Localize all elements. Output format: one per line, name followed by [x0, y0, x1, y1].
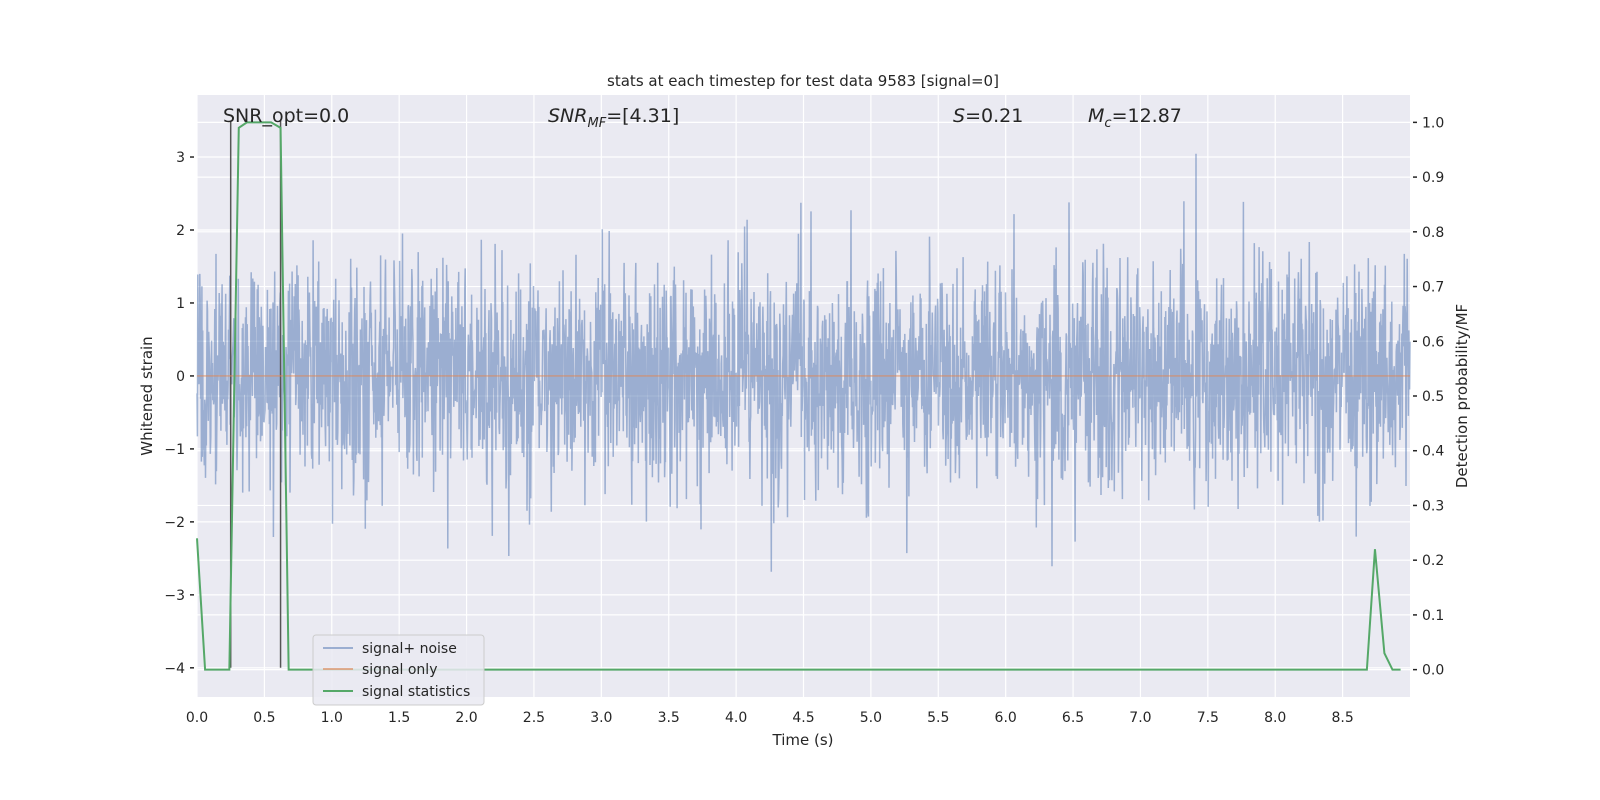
y-right-tick-label: 0.0 — [1422, 663, 1444, 679]
y-axis-label: Whitened strain — [138, 336, 156, 455]
y-right-tick-label: 0.7 — [1422, 280, 1444, 296]
y-tick-label: −3 — [164, 588, 185, 604]
x-tick-label: 7.5 — [1197, 710, 1219, 726]
legend-label-noise: signal+ noise — [362, 641, 457, 657]
legend: signal+ noise signal only signal statist… — [312, 634, 485, 706]
statistics-line — [196, 121, 1401, 671]
mc-sub: c — [1104, 116, 1111, 131]
y-right-tick-label: 0.6 — [1422, 334, 1444, 350]
y-right-tick-label: 0.3 — [1422, 498, 1444, 514]
x-tick-label: 8.0 — [1264, 710, 1286, 726]
y-tick-label: 3 — [176, 150, 185, 166]
s-base: S — [953, 105, 965, 127]
y-right-tick-label: 0.8 — [1422, 225, 1444, 241]
y-tick-label: −2 — [164, 515, 185, 531]
x-tick-label: 3.0 — [590, 710, 612, 726]
legend-label-stats: signal statistics — [362, 684, 470, 700]
y-right-tick-label: 0.9 — [1422, 170, 1444, 186]
x-tick-label: 7.0 — [1129, 710, 1151, 726]
snr-mf-sub: MF — [587, 116, 606, 131]
y-axis-label-right: Detection probability/MF — [1453, 304, 1471, 488]
chart-title: stats at each timestep for test data 958… — [607, 72, 999, 90]
y-tick-label: −4 — [164, 661, 185, 677]
x-tick-label: 4.5 — [792, 710, 814, 726]
y-right-tick-label: 0.5 — [1422, 389, 1444, 405]
y-right-tick-label: 0.2 — [1422, 553, 1444, 569]
x-tick-label: 5.0 — [860, 710, 882, 726]
y-right-tick-label: 0.1 — [1422, 608, 1444, 624]
mc-rest: =12.87 — [1112, 105, 1182, 127]
annotation-snr-opt: SNR_opt=0.0 — [223, 105, 349, 127]
x-axis-label: Time (s) — [772, 731, 834, 749]
x-tick-label: 4.0 — [725, 710, 747, 726]
y-right-tick-label: 0.4 — [1422, 444, 1444, 460]
series-signal-plus-noise — [196, 153, 1411, 572]
x-tick-label: 3.5 — [658, 710, 680, 726]
x-tick-label: 8.5 — [1331, 710, 1353, 726]
mc-base: M — [1088, 105, 1104, 127]
x-tick-label: 0.0 — [186, 710, 208, 726]
y-right-tick-label: 1.0 — [1422, 115, 1444, 131]
annotation-snr-mf: SNRMF=[4.31] — [548, 105, 679, 131]
legend-box — [312, 634, 485, 706]
x-tick-label: 5.5 — [927, 710, 949, 726]
annotation-s: S=0.21 — [953, 105, 1023, 127]
x-tick-label: 1.5 — [388, 710, 410, 726]
x-tick-label: 2.0 — [455, 710, 477, 726]
snr-mf-base: SNR — [548, 105, 587, 127]
x-ticks: 0.0 0.5 1.0 1.5 2.0 2.5 3.0 3.5 4.0 4.5 5.0 5.5 6.0 6… — [186, 710, 1354, 726]
series-signal-statistics — [196, 121, 1401, 671]
y-tick-label: 0 — [176, 369, 185, 385]
x-tick-label: 1.0 — [321, 710, 343, 726]
y-tick-label: 2 — [176, 223, 185, 239]
x-tick-label: 0.5 — [253, 710, 275, 726]
s-rest: =0.21 — [965, 105, 1023, 127]
y-tick-label: 1 — [176, 296, 185, 312]
y-ticks-right: 0.0 0.1 0.2 0.3 0.4 0.5 0.6 0.7 0.8 0.9 1.0 — [1413, 115, 1444, 679]
x-tick-label: 6.0 — [995, 710, 1017, 726]
annotation-mc: Mc=12.87 — [1088, 105, 1182, 131]
legend-label-signal-only: signal only — [362, 662, 437, 678]
noise-line — [196, 153, 1411, 572]
grid — [196, 95, 1410, 697]
y-ticks: −4 −3 −2 −1 0 1 2 3 — [164, 150, 194, 677]
x-tick-label: 6.5 — [1062, 710, 1084, 726]
x-tick-label: 2.5 — [523, 710, 545, 726]
snr-mf-rest: =[4.31] — [606, 105, 679, 127]
y-tick-label: −1 — [164, 442, 185, 458]
